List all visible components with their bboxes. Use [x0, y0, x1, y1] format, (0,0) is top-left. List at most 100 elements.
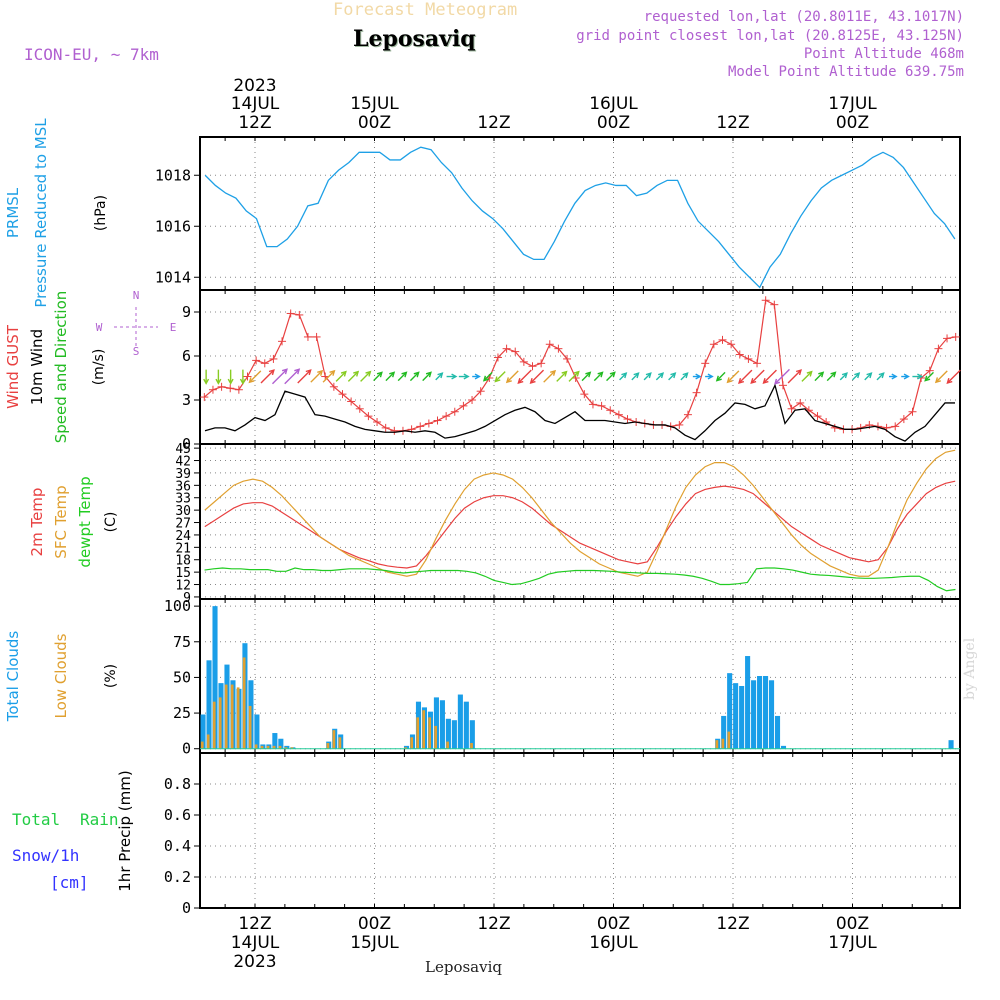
wind-arrow	[347, 371, 359, 382]
total-cloud-bar	[278, 738, 284, 749]
ylabel-c: (C)	[103, 512, 119, 533]
total-cloud-bar	[212, 606, 218, 749]
top-day: 15JUL	[350, 94, 399, 114]
wind-arrow	[643, 372, 652, 381]
low-cloud-bar	[470, 743, 473, 749]
wind-arrow	[801, 371, 813, 382]
ylabel-dewpt: dewpt Temp	[76, 476, 94, 567]
panel-pressure: 1014 1016 1018	[155, 136, 961, 291]
top-time: 12Z	[716, 113, 749, 133]
total-cloud-bar	[469, 720, 475, 749]
low-cloud-bar	[428, 717, 431, 749]
wind-arrow-head	[294, 368, 301, 375]
ytick-label: 42	[175, 455, 191, 470]
wind-arrow-head	[774, 378, 781, 385]
top-time: 12Z	[477, 113, 510, 133]
low-cloud-bar	[278, 745, 282, 749]
wind-arrow-head	[340, 370, 347, 377]
wind-arrow-head	[891, 373, 898, 380]
low-cloud-bar	[266, 745, 270, 749]
total-cloud-bar	[774, 715, 781, 749]
wind-arrow-head	[924, 375, 931, 382]
ytick-label: 100	[164, 597, 191, 615]
ylabel-10m-wind: 10m Wind	[28, 329, 46, 405]
total-cloud-bar	[284, 745, 290, 749]
bottom-day: 14JUL	[231, 933, 280, 953]
low-cloud-bar	[338, 737, 342, 749]
low-cloud-bar	[260, 745, 264, 749]
wind-arrow	[556, 371, 567, 382]
wind-arrow-head	[658, 372, 665, 379]
ytick-label: 9	[182, 303, 191, 321]
wind-arrow-head	[281, 368, 288, 375]
ylabel-sfc-temp: SFC Temp	[52, 485, 70, 558]
bottom-time: 12Z	[238, 914, 271, 934]
wind-arrow	[335, 371, 347, 382]
ytick-label: 15	[175, 566, 191, 581]
low-cloud-bar	[727, 731, 731, 749]
wind-arrow	[631, 372, 639, 381]
wind-arrow-head	[413, 371, 420, 378]
wind-arrow-head	[248, 377, 255, 384]
ytick-label: 24	[175, 529, 191, 544]
wind-arrow-head	[317, 369, 324, 376]
wind-arrow	[249, 370, 262, 383]
low-cloud-bar	[326, 743, 330, 749]
low-cloud-bar	[236, 687, 240, 749]
low-cloud-bar	[254, 744, 258, 749]
total-cloud-bar	[200, 714, 206, 749]
low-cloud-bar	[248, 705, 252, 749]
ytick-label: 45	[175, 442, 191, 457]
total-cloud-bar	[745, 656, 751, 749]
wind-arrow	[494, 371, 506, 382]
panel-clouds: 0 25 50 75 100	[164, 597, 961, 758]
total-cloud-bar	[451, 720, 457, 749]
wind-arrow	[435, 372, 443, 381]
wind-arrow	[568, 371, 580, 382]
wind-arrow-head	[365, 370, 372, 377]
wind-arrow	[517, 369, 532, 384]
wind-arrow-head	[715, 375, 722, 382]
wind-arrow-head	[645, 372, 652, 379]
compass-s: S	[133, 345, 140, 358]
wind-arrow-head	[561, 370, 568, 377]
ylabel-ms: (m/s)	[91, 349, 107, 386]
wind-arrow-head	[878, 372, 885, 379]
ytick-label: 25	[173, 704, 191, 722]
top-time: 12Z	[238, 113, 271, 133]
top-year: 2023	[233, 76, 276, 96]
bottom-day: 17JUL	[828, 933, 877, 953]
low-cloud-bar	[200, 741, 204, 749]
label-total: Total	[12, 810, 60, 829]
low-cloud-bar	[272, 745, 276, 749]
low-cloud-bar	[284, 747, 288, 749]
low-cloud-bar	[446, 741, 449, 749]
wind-arrow	[814, 371, 824, 382]
ytick-label: 0	[182, 435, 191, 453]
wind-arrow-head	[389, 371, 396, 378]
wind-arrow-head	[505, 377, 512, 384]
wind-arrow	[935, 370, 948, 383]
ytick-label: 0	[182, 740, 191, 758]
wind-arrow-head	[750, 377, 757, 385]
ylabel-direction: Speed and Direction	[52, 291, 70, 444]
low-cloud-bar	[206, 734, 210, 749]
panel-precipitation: 0 0.2 0.4 0.6 0.8	[164, 752, 961, 917]
gust-line	[203, 299, 956, 432]
top-time: 00Z	[836, 113, 869, 133]
wind-arrow	[763, 369, 777, 384]
total-cloud-bar	[769, 680, 775, 749]
bottom-time: 12Z	[477, 914, 510, 934]
wind-arrow-head	[529, 377, 536, 385]
ytick-label: 30	[175, 504, 191, 519]
ylabel-pressure-msl: Pressure Reduced to MSL	[32, 118, 50, 308]
bottom-time: 00Z	[358, 914, 391, 934]
wind-arrow	[606, 371, 616, 382]
wind-arrow	[716, 371, 726, 382]
wind-arrow-head	[866, 372, 873, 379]
wind-arrow	[826, 371, 836, 382]
wind-arrow-head	[830, 371, 837, 378]
bottom-day: 16JUL	[589, 933, 638, 953]
